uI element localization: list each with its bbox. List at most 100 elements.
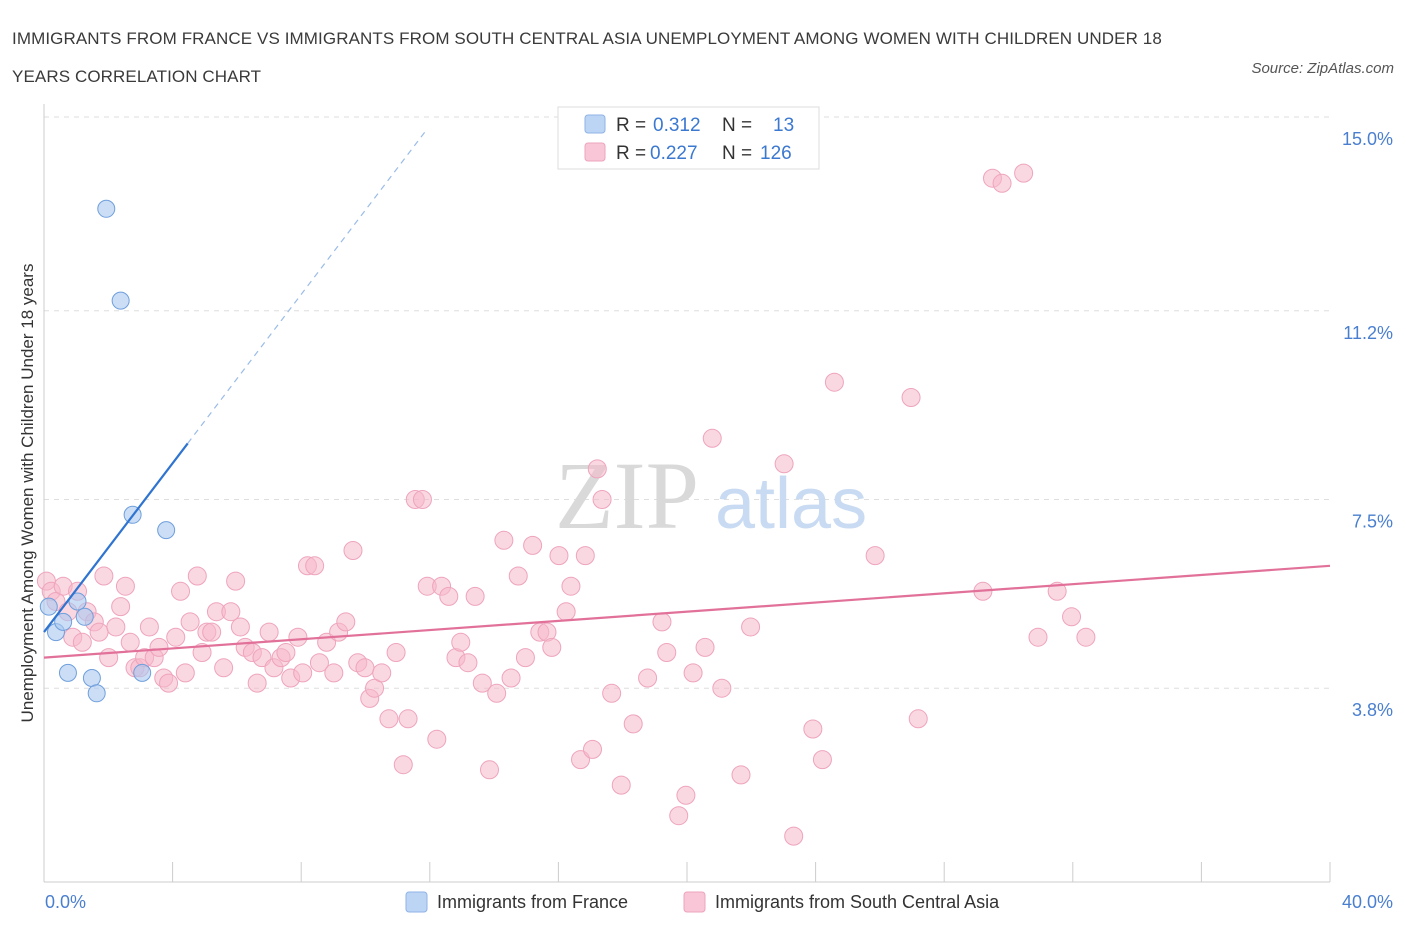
x-tick-label-max: 40.0%	[1342, 892, 1393, 912]
asia-point-97	[623, 714, 643, 734]
asia-point-25	[166, 627, 186, 647]
asia-point-47	[288, 627, 308, 647]
asia-point-91	[575, 546, 595, 566]
asia-point-45	[276, 643, 296, 662]
asia-point-77	[480, 760, 500, 780]
asia-point-7	[72, 632, 92, 652]
asia-point-124	[1076, 627, 1096, 647]
asia-point-61	[372, 663, 392, 683]
asia-point-114	[865, 546, 885, 566]
france-point-4	[68, 592, 87, 611]
asia-point-95	[602, 683, 622, 703]
asia-point-76	[472, 673, 492, 693]
asia-point-100	[657, 643, 677, 662]
asia-point-121	[1028, 627, 1048, 647]
asia-point-93	[587, 459, 607, 479]
legend: Immigrants from France Immigrants from S…	[405, 891, 1000, 913]
france-point-11	[133, 663, 152, 682]
chart-source: Source: ZipAtlas.com	[1251, 60, 1394, 77]
y-tick-label-3: 15.0%	[1342, 129, 1393, 149]
legend-swatch-france	[405, 891, 428, 913]
asia-point-37	[230, 617, 250, 637]
asia-point-34	[214, 658, 234, 678]
trend-line-asia	[43, 564, 1331, 659]
x-axis-ticks	[172, 862, 1331, 882]
asia-point-75	[465, 586, 485, 606]
watermark-zip: ZIP	[555, 442, 699, 549]
france-point-2	[54, 612, 73, 631]
asia-point-116	[908, 709, 928, 729]
asia-point-27	[175, 663, 195, 683]
france-point-6	[82, 669, 101, 687]
legend-label-asia: Immigrants from South Central Asia	[715, 892, 1000, 912]
stats-n-label-asia: N =	[722, 143, 752, 164]
asia-point-122	[1047, 581, 1067, 601]
asia-point-10	[89, 622, 109, 642]
asia-point-30	[192, 643, 212, 662]
asia-point-65	[398, 709, 418, 729]
asia-point-96	[611, 775, 631, 795]
asia-point-40	[247, 673, 267, 693]
asia-point-55	[336, 612, 356, 632]
asia-point-109	[774, 454, 794, 474]
y-axis-label: Unemployment Among Women with Children U…	[18, 264, 37, 723]
asia-point-29	[187, 566, 207, 586]
asia-point-86	[542, 637, 562, 657]
trend-line-france-extension	[187, 128, 428, 444]
asia-point-50	[305, 556, 325, 576]
y-axis-tick-labels: 3.8% 7.5% 11.2% 15.0%	[1342, 129, 1393, 720]
asia-point-80	[501, 668, 521, 688]
asia-point-82	[515, 648, 535, 668]
asia-point-35	[221, 602, 241, 622]
asia-point-123	[1062, 607, 1082, 627]
asia-point-113	[824, 372, 844, 392]
asia-point-62	[379, 709, 399, 729]
france-point-9	[111, 291, 130, 310]
asia-point-53	[324, 663, 344, 683]
asia-point-24	[159, 673, 179, 693]
asia-point-107	[731, 765, 751, 785]
asia-point-64	[393, 755, 413, 775]
asia-point-81	[508, 566, 528, 586]
asia-point-13	[106, 617, 126, 637]
asia-point-28	[180, 612, 200, 632]
asia-point-14	[111, 597, 131, 617]
trend-lines	[43, 128, 1331, 659]
asia-point-12	[99, 648, 119, 668]
series-south-central-asia-points	[36, 163, 1096, 846]
asia-point-115	[901, 388, 921, 407]
asia-point-48	[293, 663, 313, 683]
asia-point-112	[812, 750, 832, 770]
asia-point-73	[451, 632, 471, 652]
asia-point-22	[149, 637, 169, 657]
asia-point-78	[487, 683, 507, 703]
asia-point-11	[94, 566, 114, 586]
asia-point-69	[427, 729, 447, 749]
stats-n-label-france: N =	[722, 115, 752, 136]
france-point-0	[39, 597, 58, 616]
asia-point-88	[556, 602, 576, 622]
asia-point-99	[652, 612, 672, 632]
asia-point-67	[412, 490, 432, 509]
y-tick-label-1: 7.5%	[1352, 512, 1393, 532]
asia-point-20	[139, 617, 159, 637]
asia-point-87	[549, 546, 569, 566]
asia-point-15	[115, 576, 135, 596]
asia-point-89	[561, 576, 581, 596]
asia-point-74	[458, 653, 478, 673]
asia-point-60	[365, 678, 385, 698]
asia-point-120	[1014, 163, 1034, 183]
asia-point-104	[695, 637, 715, 657]
asia-point-36	[226, 571, 246, 591]
stats-swatch-france	[584, 114, 606, 134]
asia-point-51	[309, 653, 329, 673]
stats-r-value-france: 0.312	[653, 115, 701, 136]
stats-r-value-asia: 0.227	[650, 143, 698, 164]
stats-n-value-asia: 126	[760, 143, 792, 164]
asia-point-102	[676, 785, 696, 805]
asia-point-119	[992, 173, 1012, 193]
france-point-12	[157, 521, 176, 540]
asia-point-63	[386, 643, 406, 662]
asia-point-26	[171, 581, 191, 601]
